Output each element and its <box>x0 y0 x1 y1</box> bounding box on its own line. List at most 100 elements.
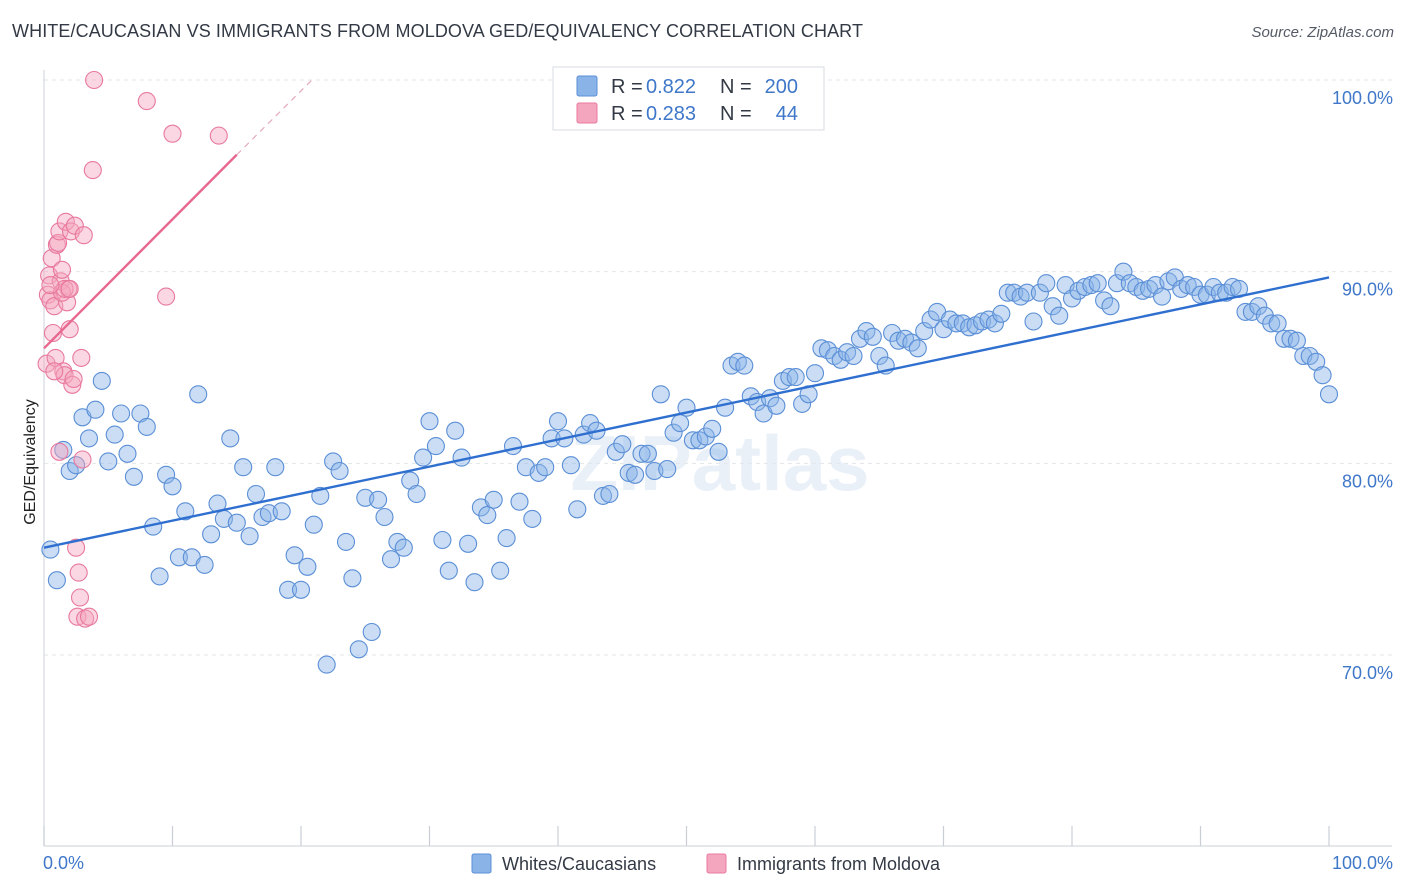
point-whites <box>793 394 812 413</box>
point-whites <box>227 513 246 532</box>
point-moldova <box>46 348 65 367</box>
point-whites <box>304 515 323 534</box>
point-whites <box>137 417 156 436</box>
point-whites <box>536 458 555 477</box>
point-moldova <box>65 216 84 235</box>
point-whites <box>176 502 195 521</box>
legend-n-label-moldova: N = <box>720 103 752 125</box>
point-whites <box>169 548 188 567</box>
point-whites <box>523 509 542 528</box>
point-whites <box>1107 274 1127 293</box>
point-whites <box>362 622 381 642</box>
point-whites <box>510 492 529 511</box>
point-whites <box>703 419 722 438</box>
point-moldova <box>83 161 102 180</box>
point-whites <box>317 655 336 674</box>
point-whites <box>786 368 805 387</box>
point-whites <box>112 404 131 423</box>
trend-line-moldova <box>43 153 238 350</box>
point-whites <box>1043 297 1062 316</box>
point-whites <box>465 573 484 592</box>
legend-r-label-whites: R = <box>611 76 643 98</box>
point-whites <box>266 458 285 477</box>
point-whites <box>1313 366 1332 385</box>
point-whites <box>497 529 516 548</box>
point-moldova <box>42 249 61 268</box>
point-whites <box>1262 314 1281 333</box>
point-whites <box>780 368 799 387</box>
point-moldova <box>56 212 75 231</box>
point-moldova <box>37 354 56 373</box>
point-whites <box>908 339 927 358</box>
point-whites <box>478 506 497 525</box>
point-moldova <box>52 260 72 279</box>
point-whites <box>426 437 445 456</box>
point-moldova <box>55 279 74 298</box>
point-whites <box>272 502 291 521</box>
point-moldova <box>55 366 74 385</box>
trend-line-whites <box>43 276 1330 549</box>
point-whites <box>1114 262 1133 281</box>
point-whites <box>375 507 394 527</box>
point-whites <box>105 425 124 444</box>
stats-legend-box <box>552 66 825 131</box>
point-whites <box>150 567 169 586</box>
point-moldova <box>58 293 77 312</box>
point-whites <box>613 435 632 454</box>
bottom-legend-swatch-whites <box>471 853 492 874</box>
point-whites <box>568 500 587 519</box>
point-whites <box>1268 314 1287 333</box>
point-whites <box>658 460 677 479</box>
point-moldova <box>67 538 86 557</box>
point-whites <box>632 444 651 463</box>
point-whites <box>414 448 433 467</box>
point-whites <box>1223 277 1242 297</box>
point-whites <box>221 429 240 448</box>
point-whites <box>626 465 645 484</box>
point-whites <box>619 463 638 482</box>
point-moldova <box>63 375 82 394</box>
point-whites <box>1319 385 1339 404</box>
point-whites <box>459 534 478 553</box>
point-whites <box>1017 283 1037 302</box>
point-whites <box>1101 297 1120 316</box>
point-moldova <box>74 226 93 245</box>
point-moldova <box>70 588 90 607</box>
point-whites <box>330 461 349 481</box>
point-whites <box>324 452 343 471</box>
point-whites <box>915 322 934 341</box>
point-whites <box>1037 274 1056 293</box>
point-whites <box>1024 312 1043 331</box>
y-tick-label: 70.0% <box>1342 663 1393 683</box>
bottom-legend-label-whites: Whites/Caucasians <box>502 854 656 874</box>
point-whites <box>195 555 214 574</box>
point-whites <box>1050 306 1069 325</box>
bottom-legend-label-moldova: Immigrants from Moldova <box>737 854 941 874</box>
point-whites <box>1082 276 1101 295</box>
y-tick-label: 80.0% <box>1342 471 1393 491</box>
point-whites <box>484 490 503 509</box>
point-whites <box>671 414 690 433</box>
point-whites <box>561 456 580 475</box>
point-moldova <box>45 362 64 381</box>
point-whites <box>921 310 940 329</box>
point-whites <box>202 525 221 544</box>
point-whites <box>664 423 683 442</box>
point-moldova <box>157 287 176 306</box>
point-whites <box>491 561 510 580</box>
point-whites <box>735 356 754 375</box>
point-moldova <box>73 450 92 469</box>
legend-n-label-whites: N = <box>720 76 752 98</box>
point-whites <box>92 371 111 390</box>
point-whites <box>503 437 523 456</box>
legend-n-value-moldova: 44 <box>776 103 798 125</box>
point-whites <box>407 484 426 504</box>
chart-title: WHITE/CAUCASIAN VS IMMIGRANTS FROM MOLDO… <box>12 21 864 41</box>
point-whites <box>47 571 66 590</box>
point-whites <box>41 540 60 559</box>
legend-r-value-whites: 0.822 <box>646 76 696 98</box>
gridlines <box>44 79 1392 656</box>
series-legend: Whites/Caucasians Immigrants from Moldov… <box>471 853 941 874</box>
data-points <box>37 70 1339 674</box>
